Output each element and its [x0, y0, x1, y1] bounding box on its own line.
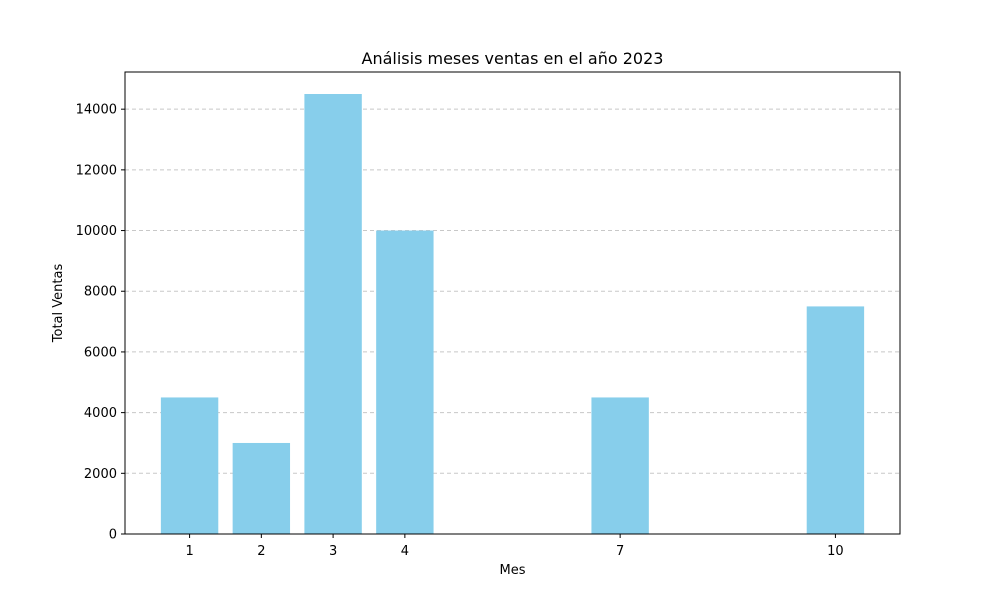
- x-tick-label: 4: [401, 544, 409, 559]
- plot-frame: [124, 71, 901, 535]
- x-tick-label: 7: [616, 544, 624, 559]
- bar-mes-10: [806, 306, 865, 534]
- bar-mes-3: [304, 94, 362, 534]
- y-tick-label: 0: [109, 528, 117, 543]
- y-tick-label: 6000: [84, 345, 117, 360]
- bar-mes-7: [591, 397, 649, 534]
- x-tick-label: 3: [329, 544, 337, 559]
- x-axis-label: Mes: [500, 563, 526, 578]
- x-tick-label: 10: [827, 544, 844, 559]
- x-axis: 1 2 3 4 7 10: [185, 534, 844, 559]
- bars-layer: [160, 94, 865, 534]
- bar-mes-2: [232, 442, 291, 534]
- y-tick-label: 12000: [76, 163, 117, 178]
- y-tick-label: 2000: [84, 467, 117, 482]
- bar-mes-1: [160, 397, 219, 534]
- y-tick-label: 4000: [84, 406, 117, 421]
- y-axis-label: Total Ventas: [51, 264, 66, 344]
- x-tick-label: 1: [185, 544, 193, 559]
- y-tick-label: 10000: [76, 224, 117, 239]
- y-tick-label: 14000: [76, 103, 117, 118]
- x-tick-label: 2: [257, 544, 265, 559]
- chart-title: Análisis meses ventas en el año 2023: [362, 49, 664, 68]
- y-axis: 0 2000 4000 6000 8000 10000 12000 14000: [76, 103, 125, 543]
- bar-mes-4: [376, 230, 434, 534]
- y-tick-label: 8000: [84, 285, 117, 300]
